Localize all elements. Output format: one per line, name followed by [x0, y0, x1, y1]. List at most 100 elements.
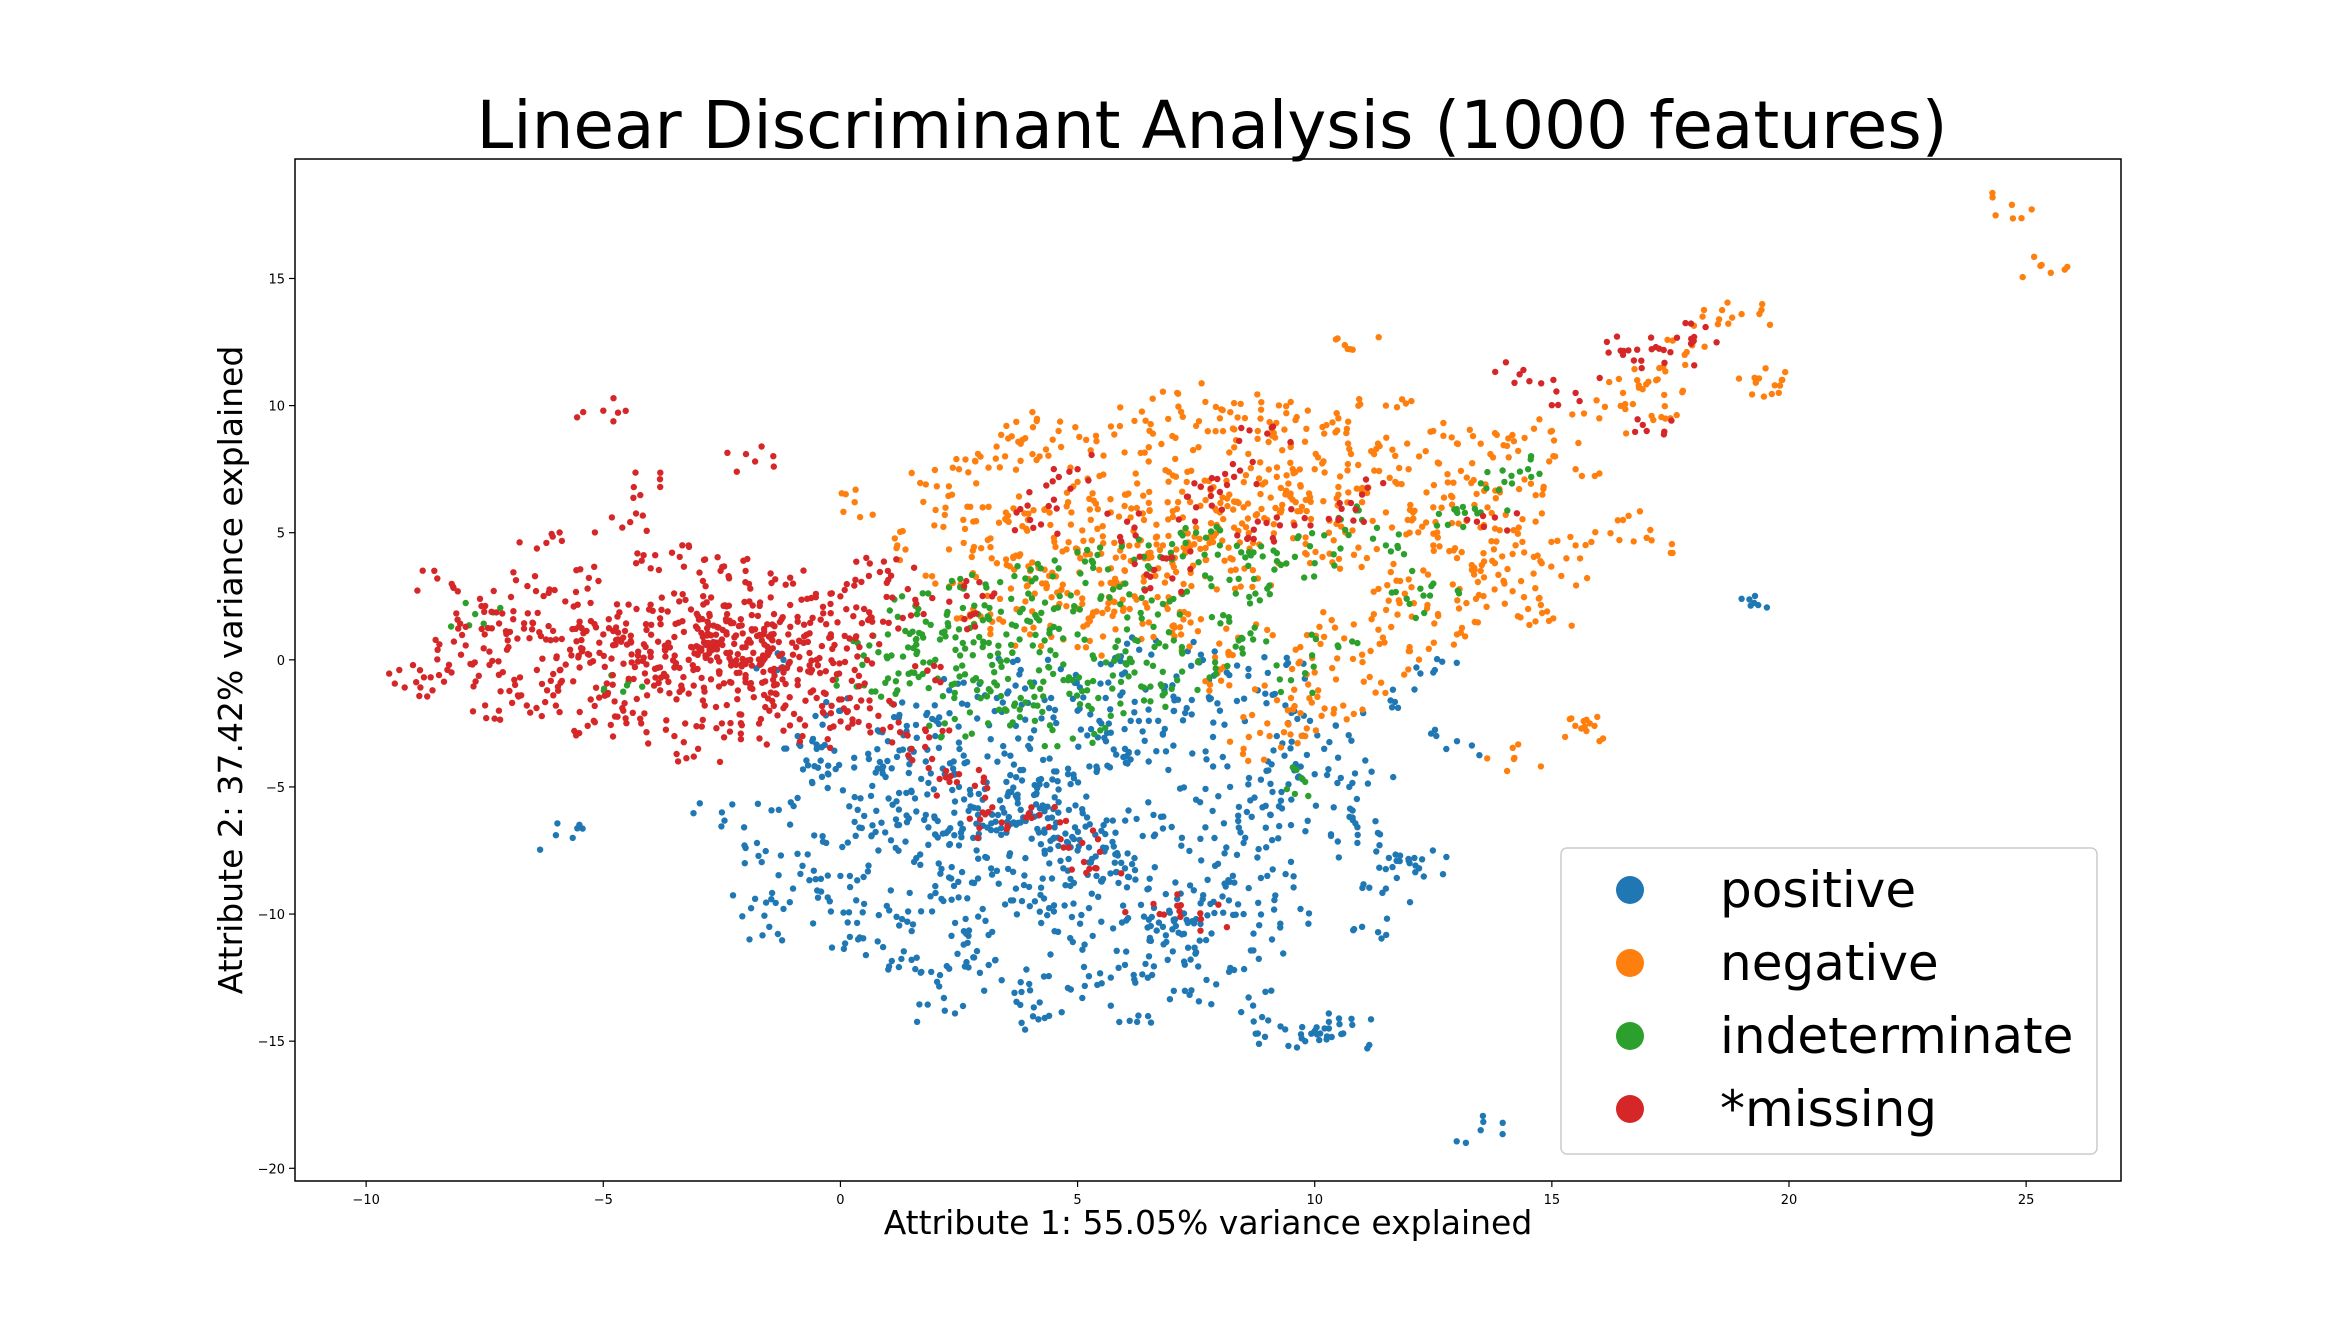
data-point: [955, 739, 963, 746]
data-point: [1224, 502, 1231, 510]
data-point: [1111, 598, 1118, 606]
data-point: [1501, 600, 1509, 607]
data-point: [1144, 886, 1151, 893]
data-point: [1367, 647, 1374, 655]
data-point: [1140, 578, 1147, 585]
data-point: [1035, 829, 1043, 836]
y-tick-label: 0: [277, 654, 285, 669]
data-point: [1234, 532, 1241, 539]
data-point: [864, 868, 872, 875]
data-point: [853, 604, 860, 611]
data-point: [760, 668, 767, 676]
data-point: [903, 789, 910, 797]
data-point: [948, 875, 955, 882]
data-point: [753, 632, 761, 640]
data-point: [769, 697, 776, 705]
data-point: [840, 945, 848, 953]
data-point: [1208, 533, 1215, 540]
data-point: [1014, 791, 1021, 798]
data-point: [1230, 524, 1238, 531]
data-point: [948, 863, 955, 871]
data-point: [1277, 797, 1285, 804]
data-point: [845, 909, 853, 916]
data-point: [1062, 882, 1069, 889]
data-point: [1163, 555, 1170, 562]
data-point: [797, 870, 804, 878]
data-point: [1050, 714, 1057, 721]
data-point: [904, 918, 911, 925]
data-point: [1050, 908, 1058, 915]
data-point: [1165, 766, 1172, 774]
data-point: [1305, 490, 1313, 497]
data-point: [939, 727, 946, 735]
data-point: [1469, 460, 1476, 467]
data-point: [762, 899, 770, 906]
data-point: [1030, 507, 1037, 514]
data-point: [1291, 553, 1299, 560]
data-point: [1081, 558, 1089, 565]
data-point: [733, 657, 740, 664]
data-point: [609, 733, 617, 740]
data-point: [1192, 422, 1200, 430]
data-point: [1122, 580, 1129, 587]
data-point: [1232, 643, 1239, 650]
data-point: [983, 693, 991, 700]
data-point: [1051, 557, 1058, 564]
data-point: [1035, 667, 1043, 674]
data-point: [591, 702, 598, 710]
data-point: [1146, 934, 1154, 942]
data-point: [420, 674, 428, 681]
data-point: [1664, 336, 1671, 343]
data-point: [1223, 481, 1231, 489]
data-point: [1083, 436, 1090, 443]
data-point: [1118, 671, 1126, 678]
data-point: [1050, 465, 1058, 473]
data-point: [973, 847, 980, 854]
data-point: [592, 684, 600, 691]
data-point: [895, 821, 903, 829]
data-point: [1029, 642, 1037, 649]
data-point: [1173, 505, 1181, 513]
data-point: [1332, 676, 1340, 683]
data-point: [1321, 532, 1328, 539]
data-point: [866, 705, 874, 712]
data-point: [908, 927, 915, 935]
data-point: [1178, 668, 1186, 675]
data-point: [1044, 912, 1051, 919]
data-point: [1454, 587, 1462, 594]
data-point: [1047, 951, 1054, 958]
data-point: [961, 645, 969, 652]
data-point: [1178, 588, 1185, 595]
data-point: [741, 842, 748, 849]
data-point: [1242, 524, 1250, 531]
data-point: [997, 692, 1005, 700]
data-point: [1159, 542, 1167, 549]
data-point: [1308, 631, 1315, 638]
data-point: [1558, 572, 1565, 580]
data-point: [1245, 530, 1252, 537]
legend-box: [1560, 847, 2098, 1155]
data-point: [1005, 688, 1012, 695]
data-point: [620, 634, 627, 641]
data-point: [1044, 656, 1052, 663]
data-point: [1360, 881, 1367, 888]
data-point: [1114, 637, 1122, 644]
data-point: [977, 679, 984, 686]
data-point: [1140, 697, 1148, 704]
data-point: [1208, 1001, 1215, 1008]
data-point: [830, 659, 837, 667]
data-point: [572, 588, 580, 596]
data-point: [955, 723, 962, 730]
data-point: [1458, 624, 1466, 632]
data-point: [799, 766, 807, 773]
data-point: [1269, 788, 1276, 796]
data-point: [750, 649, 757, 656]
data-point: [554, 820, 561, 827]
data-point: [1532, 585, 1539, 592]
data-point: [675, 619, 682, 626]
data-point: [1246, 593, 1253, 601]
data-point: [1247, 797, 1254, 804]
data-point: [718, 823, 725, 830]
data-point: [1262, 802, 1269, 809]
data-point: [630, 483, 637, 491]
